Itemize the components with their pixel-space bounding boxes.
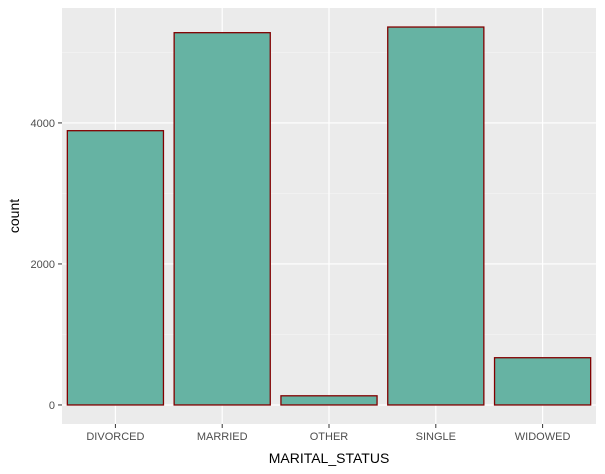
x-tick-label: DIVORCED (86, 431, 144, 443)
x-tick-label: SINGLE (416, 431, 456, 443)
y-axis: 0 2000 4000 (31, 118, 62, 412)
y-tick-label: 0 (49, 400, 55, 412)
x-axis-title: MARITAL_STATUS (269, 450, 390, 466)
bar-widowed (493, 357, 592, 406)
bar-divorced (66, 130, 165, 406)
bar-single (387, 26, 485, 406)
bar-married (173, 32, 271, 406)
y-axis-title: count (6, 199, 22, 233)
x-tick-label: OTHER (310, 431, 349, 443)
bar-other (280, 395, 378, 406)
x-axis: DIVORCED MARRIED OTHER SINGLE WIDOWED (86, 424, 570, 443)
bars (66, 26, 592, 406)
x-tick-label: WIDOWED (515, 431, 571, 443)
x-tick-label: MARRIED (197, 431, 248, 443)
y-tick-label: 4000 (31, 118, 55, 130)
y-tick-label: 2000 (31, 259, 55, 271)
